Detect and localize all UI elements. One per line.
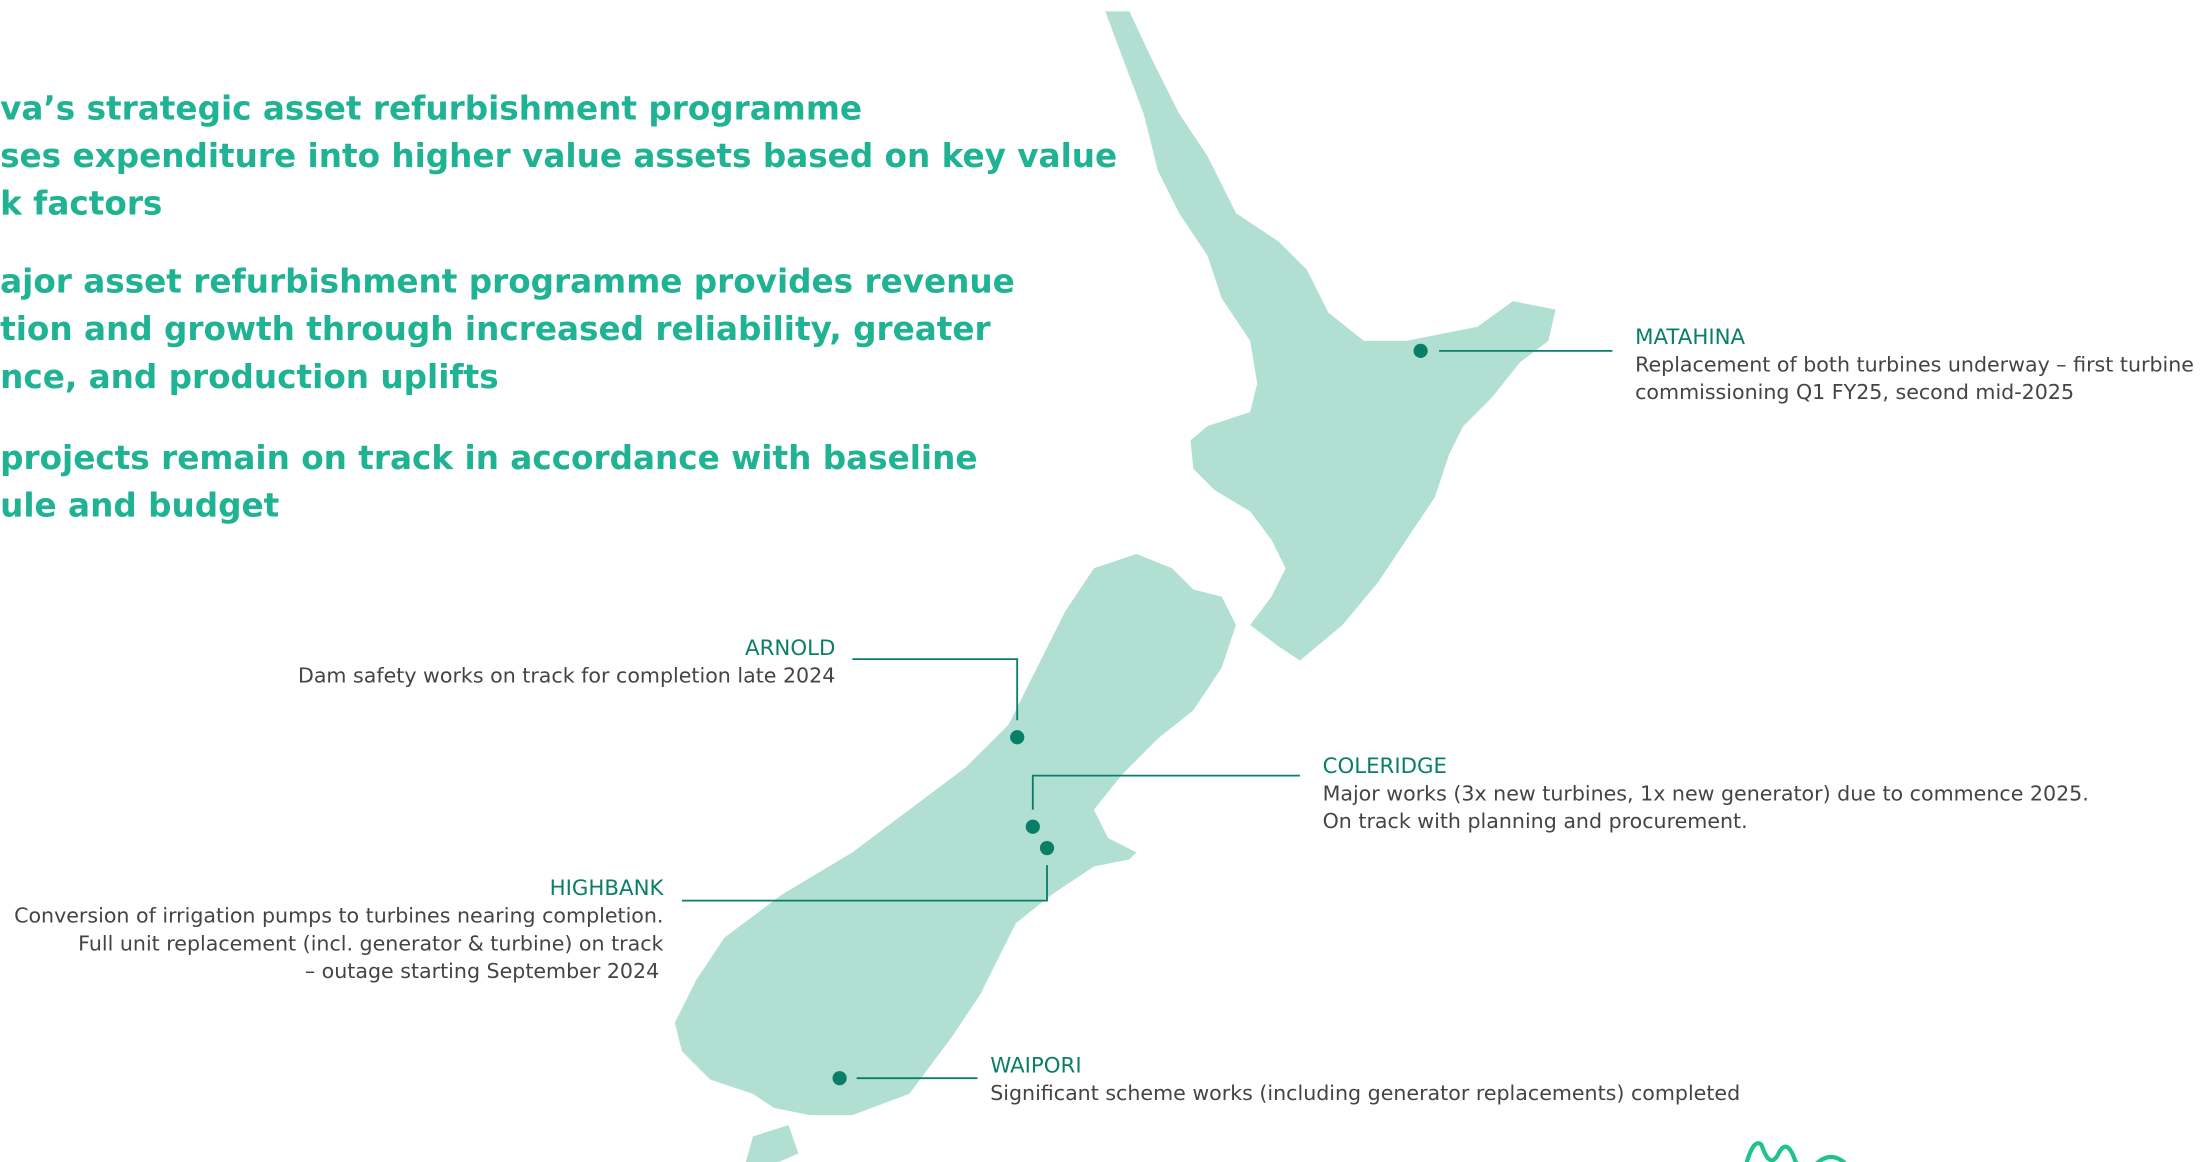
bullet-line: ajor asset refurbishment programme provi… [0, 263, 1015, 301]
site-description: commissioning Q1 FY25, second mid-2025 [1635, 380, 2074, 404]
site-dot [1025, 819, 1040, 834]
map [674, 11, 1556, 1162]
leader-lines [681, 349, 1613, 1080]
south-island [674, 554, 1236, 1116]
site-description: Dam safety works on track for completion… [298, 664, 835, 688]
site-name: ARNOLD [745, 636, 835, 661]
bullet-line: projects remain on track in accordance w… [0, 439, 977, 477]
site-description: Replacement of both turbines underway – … [1635, 352, 2194, 376]
site-dots [832, 343, 1428, 1086]
site-dot [1039, 840, 1055, 856]
site-name: COLERIDGE [1323, 754, 1447, 779]
bullet-line: ses expenditure into higher value assets… [0, 137, 1117, 175]
bullet-line: nce, and production uplifts [0, 358, 499, 396]
site-name: MATAHINA [1635, 325, 1745, 350]
leader-line [1031, 774, 1300, 810]
stewart-island [745, 1125, 799, 1162]
logo-fragment [1744, 1141, 1847, 1162]
bullet-line: va’s strategic asset refurbishment progr… [0, 89, 862, 127]
bullet-line: k factors [0, 185, 162, 223]
site-description: Full unit replacement (incl. generator &… [78, 931, 663, 955]
site-dot [832, 1071, 847, 1086]
leader-line [852, 658, 1019, 721]
site-description: Conversion of irrigation pumps to turbin… [14, 904, 663, 928]
site-description: Major works (3x new turbines, 1x new gen… [1323, 781, 2089, 805]
site-dot [1413, 343, 1428, 358]
site-description: Significant scheme works (including gene… [990, 1081, 1740, 1105]
site-name: WAIPORI [990, 1054, 1081, 1079]
site-description: On track with planning and procurement. [1323, 809, 1748, 833]
site-name: HIGHBANK [550, 876, 665, 901]
north-island [1105, 11, 1556, 661]
texts: va’s strategic asset refurbishment progr… [0, 89, 2194, 1105]
bullet-line: ule and budget [0, 486, 279, 524]
leader-line [681, 865, 1048, 902]
bullet-line: tion and growth through increased reliab… [0, 310, 991, 348]
site-description: – outage starting September 2024 [305, 959, 659, 983]
site-dot [1010, 730, 1025, 745]
